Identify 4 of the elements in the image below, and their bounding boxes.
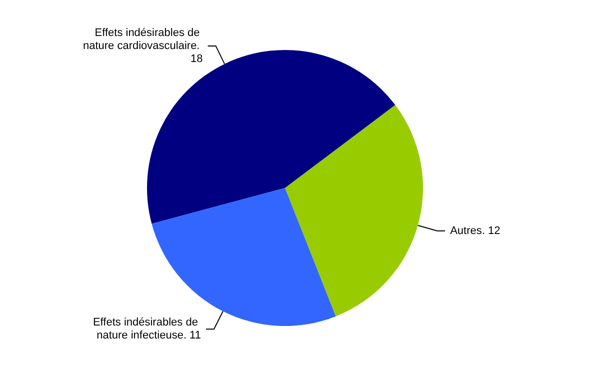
slice-label: Effets indésirables de nature infectieuse. 11 [92,316,201,342]
slice-label: Autres. 12 [450,224,500,237]
data-label: 18 [190,52,203,65]
slice-label: Effets indésirables de nature cardiovasculaire. [82,26,203,52]
